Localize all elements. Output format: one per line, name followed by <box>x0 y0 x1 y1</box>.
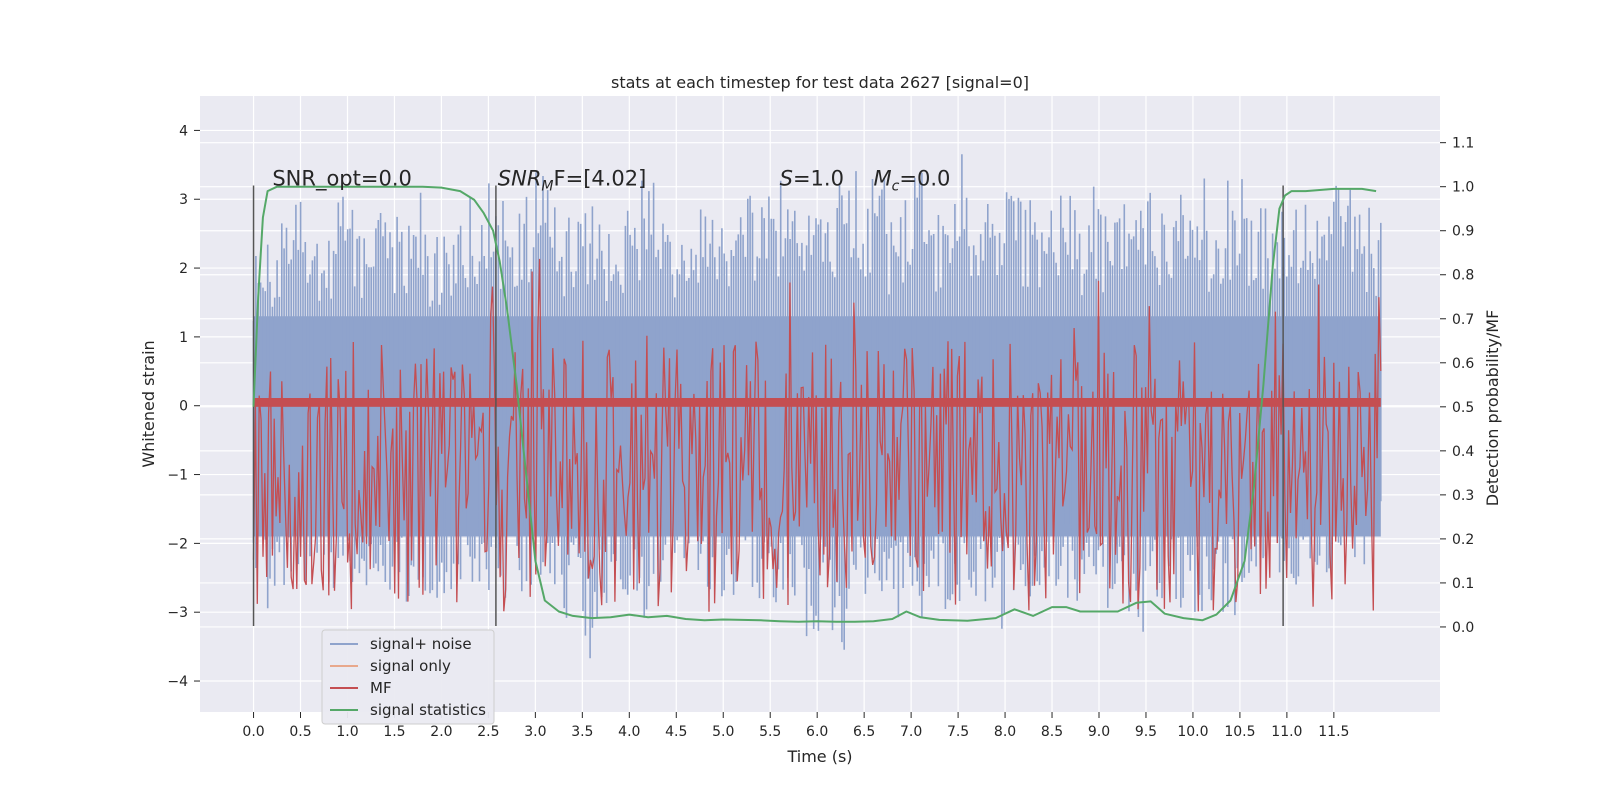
y-tick-label-1: −3 <box>167 605 188 621</box>
y-tick-label-4: 0 <box>179 399 188 415</box>
y2-tick-label-9: 0.9 <box>1452 224 1474 240</box>
legend-label-2: MF <box>370 679 392 697</box>
y-tick-label-3: −1 <box>167 468 188 484</box>
annotation-3-tail: =0.0 <box>899 166 950 190</box>
x-tick-label-14: 7.0 <box>900 724 922 740</box>
series-mf <box>252 258 1382 612</box>
x-tick-label-23: 11.5 <box>1318 724 1349 740</box>
legend-label-0: signal+ noise <box>370 635 472 653</box>
x-tick-label-6: 3.0 <box>524 724 546 740</box>
x-tick-label-0: 0.0 <box>242 724 264 740</box>
x-tick-label-9: 4.5 <box>665 724 687 740</box>
y2-axis-label: Detection probability/MF <box>1483 310 1502 507</box>
y2-tick-label-3: 0.3 <box>1452 488 1474 504</box>
x-tick-label-18: 9.0 <box>1088 724 1110 740</box>
y2-tick-label-5: 0.5 <box>1452 400 1474 416</box>
x-tick-label-16: 8.0 <box>994 724 1016 740</box>
annotation-2-main: S <box>780 166 793 190</box>
annotation-2-tail: =1.0 <box>793 166 844 190</box>
mf-base-band <box>253 398 1381 407</box>
x-tick-label-1: 0.5 <box>289 724 311 740</box>
x-tick-label-8: 4.0 <box>618 724 640 740</box>
x-tick-label-15: 7.5 <box>947 724 969 740</box>
annotation-3: Mc=0.0 <box>874 166 951 194</box>
legend-box <box>321 629 495 725</box>
y2-tick-label-8: 0.8 <box>1452 268 1474 284</box>
x-tick-label-19: 9.5 <box>1135 724 1157 740</box>
x-tick-label-12: 6.0 <box>806 724 828 740</box>
x-tick-label-3: 1.5 <box>383 724 405 740</box>
y-axis-label: Whitened strain <box>139 340 158 467</box>
x-tick-label-5: 2.5 <box>477 724 499 740</box>
y-tick-label-7: 3 <box>179 192 188 208</box>
annotation-1-tail: F=[4.02] <box>554 166 647 190</box>
legend-label-3: signal statistics <box>370 701 486 719</box>
x-tick-label-21: 10.5 <box>1224 724 1255 740</box>
y2-tick-label-11: 1.1 <box>1452 136 1474 152</box>
x-tick-label-13: 6.5 <box>853 724 875 740</box>
y2-tick-label-6: 0.6 <box>1452 356 1474 372</box>
x-axis-label: Time (s) <box>786 747 852 766</box>
legend: signal+ noise signal only MF signal statist… <box>321 629 495 725</box>
x-tick-label-4: 2.0 <box>430 724 452 740</box>
annotations: SNR_opt=0.0 SNRMF=[4.02] S=1.0 Mc=0.0 <box>272 166 950 194</box>
annotation-1-sub: M <box>541 178 553 194</box>
y-tick-label-0: −4 <box>167 674 188 690</box>
x-tick-label-10: 5.0 <box>712 724 734 740</box>
x-tick-label-20: 10.0 <box>1177 724 1208 740</box>
y2-tick-label-1: 0.1 <box>1452 576 1474 592</box>
annotation-0-main: SNR_opt=0.0 <box>272 166 412 191</box>
annotation-3-main: M <box>874 166 892 190</box>
y2-tick-label-2: 0.2 <box>1452 532 1474 548</box>
y-tick-label-6: 2 <box>179 261 188 277</box>
x-tick-label-2: 1.0 <box>336 724 358 740</box>
series-signal-statistics <box>252 185 1377 623</box>
y2-tick-label-0: 0.0 <box>1452 620 1474 636</box>
x-tick-label-11: 5.5 <box>759 724 781 740</box>
legend-label-1: signal only <box>370 657 451 675</box>
y-tick-label-5: 1 <box>179 330 188 346</box>
annotation-2: S=1.0 <box>780 166 844 190</box>
x-tick-label-22: 11.0 <box>1271 724 1302 740</box>
mf-trace <box>252 258 1382 612</box>
annotation-1-main: SNR <box>498 166 542 190</box>
y-tick-label-8: 4 <box>179 123 188 139</box>
annotation-3-sub: c <box>892 178 900 194</box>
x-tick-label-17: 8.5 <box>1041 724 1063 740</box>
annotation-0: SNR_opt=0.0 <box>272 166 412 191</box>
chart-title: stats at each timestep for test data 262… <box>611 73 1029 92</box>
x-tick-label-7: 3.5 <box>571 724 593 740</box>
y-tick-label-2: −2 <box>167 536 188 552</box>
y2-tick-label-4: 0.4 <box>1452 444 1474 460</box>
signal-statistics-line <box>252 185 1377 623</box>
y2-tick-label-7: 0.7 <box>1452 312 1474 328</box>
annotation-1: SNRMF=[4.02] <box>498 166 647 194</box>
y2-tick-label-10: 1.0 <box>1452 180 1474 196</box>
tick-labels: 0.0 0.5 1.0 1.5 2.0 2.5 3.0 3.5 4.0 4.5 5.0 5.5 6.0 6… <box>167 123 1474 740</box>
